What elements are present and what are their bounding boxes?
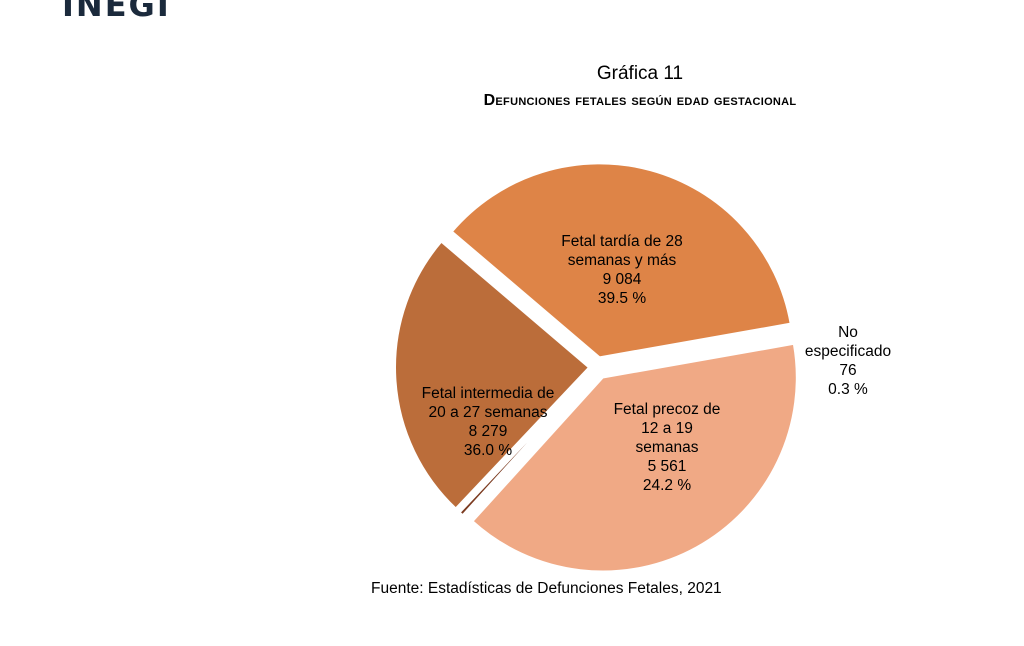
chart-source: Fuente: Estadísticas de Defunciones Feta… [371,580,722,597]
chart-heading: Gráfica 11 Defunciones fetales según eda… [360,62,920,112]
slice-label: No especificado 76 0.3 % [805,324,891,398]
slice-category: especificado [805,343,891,360]
inegi-logo: INEGI [62,0,171,24]
pie-slice [394,240,591,510]
slice-percent: 0.3 % [828,381,868,398]
slice-category: Fetal intermedia de [422,385,555,402]
slice-value: 76 [839,362,856,379]
slice-percent: 24.2 % [643,477,691,494]
slice-percent: 36.0 % [464,442,512,459]
pie-labels: Fetal tardía de 28 semanas y más 9 084 39.5… [422,233,891,494]
pie-slice [471,342,798,573]
slice-label: Fetal intermedia de 20 a 27 semanas 8 279 3… [422,385,555,459]
pie-slice [458,370,594,517]
slice-value: 8 279 [469,423,508,440]
slice-category: Fetal tardía de 28 [561,233,683,250]
slice-label: Fetal precoz de 12 a 19 semanas 5 561 24.2 % [614,401,721,494]
slice-value: 5 561 [648,458,687,475]
slice-category: No [838,324,858,341]
slice-label: Fetal tardía de 28 semanas y más 9 084 39.5… [561,233,683,307]
pie-slice [450,162,792,359]
slice-category: semanas [636,439,699,456]
chart-title: Defunciones fetales según edad gestacion… [483,92,797,109]
slice-category: Fetal precoz de [614,401,721,418]
slice-category: semanas y más [568,252,677,269]
slice-category: 12 a 19 [641,420,693,437]
chart-subtitle: Gráfica 11 [596,63,684,84]
slice-percent: 39.5 % [598,290,646,307]
pie-slices [394,162,798,573]
slice-value: 9 084 [603,271,642,288]
slice-category: 20 a 27 semanas [429,404,548,421]
